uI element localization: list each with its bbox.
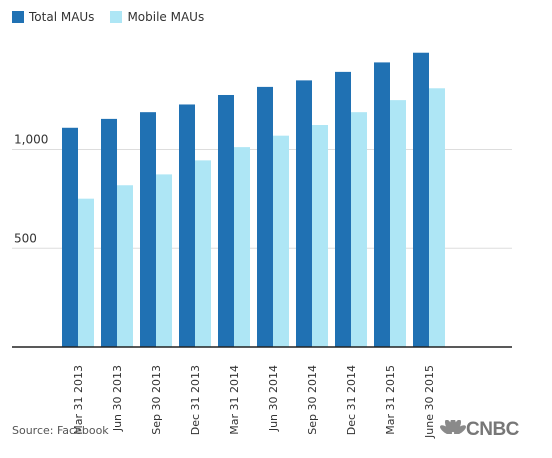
legend-swatch-total	[12, 11, 24, 23]
bar-mobile-maus	[234, 147, 250, 347]
x-tick-label: Mar 31 2013	[72, 365, 85, 435]
bar-mobile-maus	[390, 100, 406, 347]
bar-mobile-maus	[195, 160, 211, 347]
bar-mobile-maus	[117, 185, 133, 347]
y-tick-label: 1,000	[14, 133, 48, 147]
x-tick-label: Dec 31 2013	[189, 365, 202, 435]
legend-label-mobile: Mobile MAUs	[127, 10, 205, 24]
bar-total-maus	[413, 52, 429, 347]
bar-total-maus	[296, 80, 312, 347]
bar-total-maus	[101, 118, 117, 347]
x-tick-label: Dec 31 2014	[345, 365, 358, 435]
legend-label-total: Total MAUs	[29, 10, 95, 24]
x-tick-label: Jun 30 2014	[267, 365, 280, 432]
bar-mobile-maus	[429, 88, 445, 348]
bar-total-maus	[218, 94, 234, 348]
cnbc-logo: CNBC	[440, 419, 519, 441]
bar-mobile-maus	[78, 198, 94, 347]
source-note: Source: Facebook	[12, 424, 109, 437]
bar-mobile-maus	[156, 174, 172, 347]
legend-swatch-mobile	[110, 11, 123, 23]
bar-total-maus	[374, 62, 390, 348]
bar-mobile-maus	[351, 112, 367, 347]
y-tick-label: 500	[14, 231, 37, 245]
bar-total-maus	[140, 112, 156, 347]
x-tick-label: Jun 30 2013	[111, 365, 124, 432]
logo-text: CNBC	[466, 419, 519, 440]
x-tick-label: Mar 31 2015	[384, 365, 397, 435]
x-tick-label: Sep 30 2013	[150, 365, 163, 435]
bar-total-maus	[257, 86, 273, 347]
legend: Total MAUs Mobile MAUs	[12, 10, 220, 24]
x-tick-label: June 30 2015	[423, 365, 436, 439]
bar-mobile-maus	[312, 125, 328, 347]
peacock-icon	[440, 420, 466, 440]
legend-item-total: Total MAUs	[12, 10, 94, 24]
bar-total-maus	[62, 127, 78, 348]
bar-mobile-maus	[273, 135, 289, 347]
legend-item-mobile: Mobile MAUs	[110, 10, 204, 24]
x-tick-label: Sep 30 2014	[306, 365, 319, 435]
bar-total-maus	[179, 104, 195, 347]
bar-total-maus	[335, 71, 351, 347]
x-tick-label: Mar 31 2014	[228, 365, 241, 435]
